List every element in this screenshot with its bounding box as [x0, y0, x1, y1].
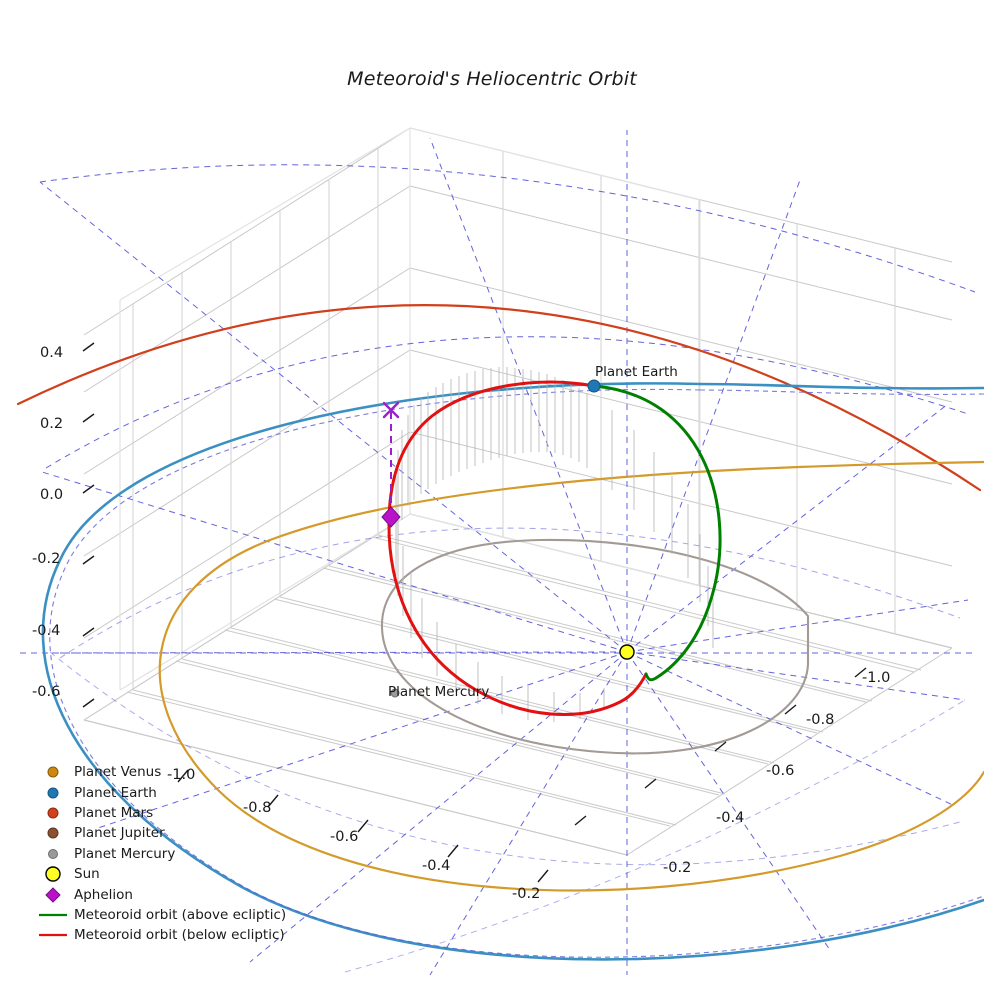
legend-label: Planet Venus — [74, 764, 162, 781]
legend-item-planet-venus[interactable]: Planet Venus — [38, 762, 293, 782]
planet-earth-marker — [587, 379, 601, 393]
y-tick-label-1: -0.8 — [806, 712, 835, 728]
legend-label: Planet Mars — [74, 804, 154, 821]
planet-earth-label: Planet Earth — [595, 364, 678, 380]
legend-item-aphelion[interactable]: Aphelion — [38, 884, 293, 904]
z-tick-label-4: -0.4 — [32, 623, 61, 639]
x-tick-label-0: -1.0 — [167, 767, 196, 783]
legend-item-planet-mercury[interactable]: Planet Mercury — [38, 844, 293, 864]
orbit-planet-mars — [16, 304, 982, 492]
y-tick-label-3: -0.4 — [716, 810, 745, 826]
legend-label: Sun — [74, 866, 100, 883]
legend-item-meteoroid-below-ecliptic[interactable]: Meteoroid orbit (below ecliptic) — [38, 925, 293, 945]
legend-label: Meteoroid orbit (below ecliptic) — [74, 927, 285, 944]
x-tick-label-4: -0.2 — [512, 886, 541, 902]
legend-label: Planet Jupiter — [74, 825, 165, 842]
planet-mercury-label: Planet Mercury — [388, 684, 490, 700]
z-tick-label-1: 0.2 — [40, 416, 64, 432]
z-tick-label-0: 0.4 — [40, 345, 64, 361]
circle-marker-icon — [38, 762, 68, 782]
circle-marker-icon — [38, 783, 68, 803]
meteoroid-orbit-above-ecliptic — [592, 384, 722, 682]
legend-item-planet-earth[interactable]: Planet Earth — [38, 782, 293, 802]
legend-item-planet-mars[interactable]: Planet Mars — [38, 803, 293, 823]
circle-marker-icon — [38, 803, 68, 823]
legend-label: Meteoroid orbit (above ecliptic) — [74, 906, 287, 923]
legend-label: Aphelion — [74, 886, 133, 903]
meteoroid-stem-lines — [395, 367, 714, 722]
orbit-planet-earth — [41, 382, 984, 961]
circle-marker-icon — [38, 844, 68, 864]
z-tick-label-5: -0.6 — [32, 684, 61, 700]
legend: Planet Venus Planet Earth Planet Mars Pl… — [38, 762, 293, 946]
x-tick-label-1: -0.8 — [243, 800, 272, 816]
legend-item-meteoroid-above-ecliptic[interactable]: Meteoroid orbit (above ecliptic) — [38, 905, 293, 925]
sun-marker-icon — [38, 864, 68, 884]
orbit-planet-mercury — [380, 538, 810, 755]
page-title: Meteoroid's Heliocentric Orbit — [347, 68, 637, 90]
pane-grid — [83, 127, 953, 856]
legend-label: Planet Mercury — [74, 845, 176, 862]
z-tick-label-2: 0.0 — [40, 487, 64, 503]
x-tick-label-3: -0.4 — [422, 858, 451, 874]
meteoroid-orbit-below-ecliptic — [387, 380, 648, 716]
y-tick-label-2: -0.6 — [766, 763, 795, 779]
y-tick-label-4: -0.2 — [663, 860, 692, 876]
axis-tick-marks — [82, 342, 867, 883]
aphelion-marker — [381, 506, 401, 528]
legend-item-sun[interactable]: Sun — [38, 864, 293, 884]
diamond-marker-icon — [38, 885, 68, 905]
ecliptic-reference-lines — [20, 130, 976, 976]
aphelion-projection-marker — [382, 401, 400, 419]
z-tick-label-3: -0.2 — [32, 551, 61, 567]
x-tick-label-2: -0.6 — [330, 829, 359, 845]
circle-marker-icon — [38, 823, 68, 843]
legend-label: Planet Earth — [74, 784, 157, 801]
line-marker-icon — [38, 905, 68, 925]
y-tick-label-0: -1.0 — [862, 670, 891, 686]
legend-item-planet-jupiter[interactable]: Planet Jupiter — [38, 823, 293, 843]
line-marker-icon — [38, 925, 68, 945]
sun-marker — [619, 644, 635, 660]
orbit-planet-venus — [158, 460, 984, 892]
planet-mercury-marker — [390, 688, 400, 698]
